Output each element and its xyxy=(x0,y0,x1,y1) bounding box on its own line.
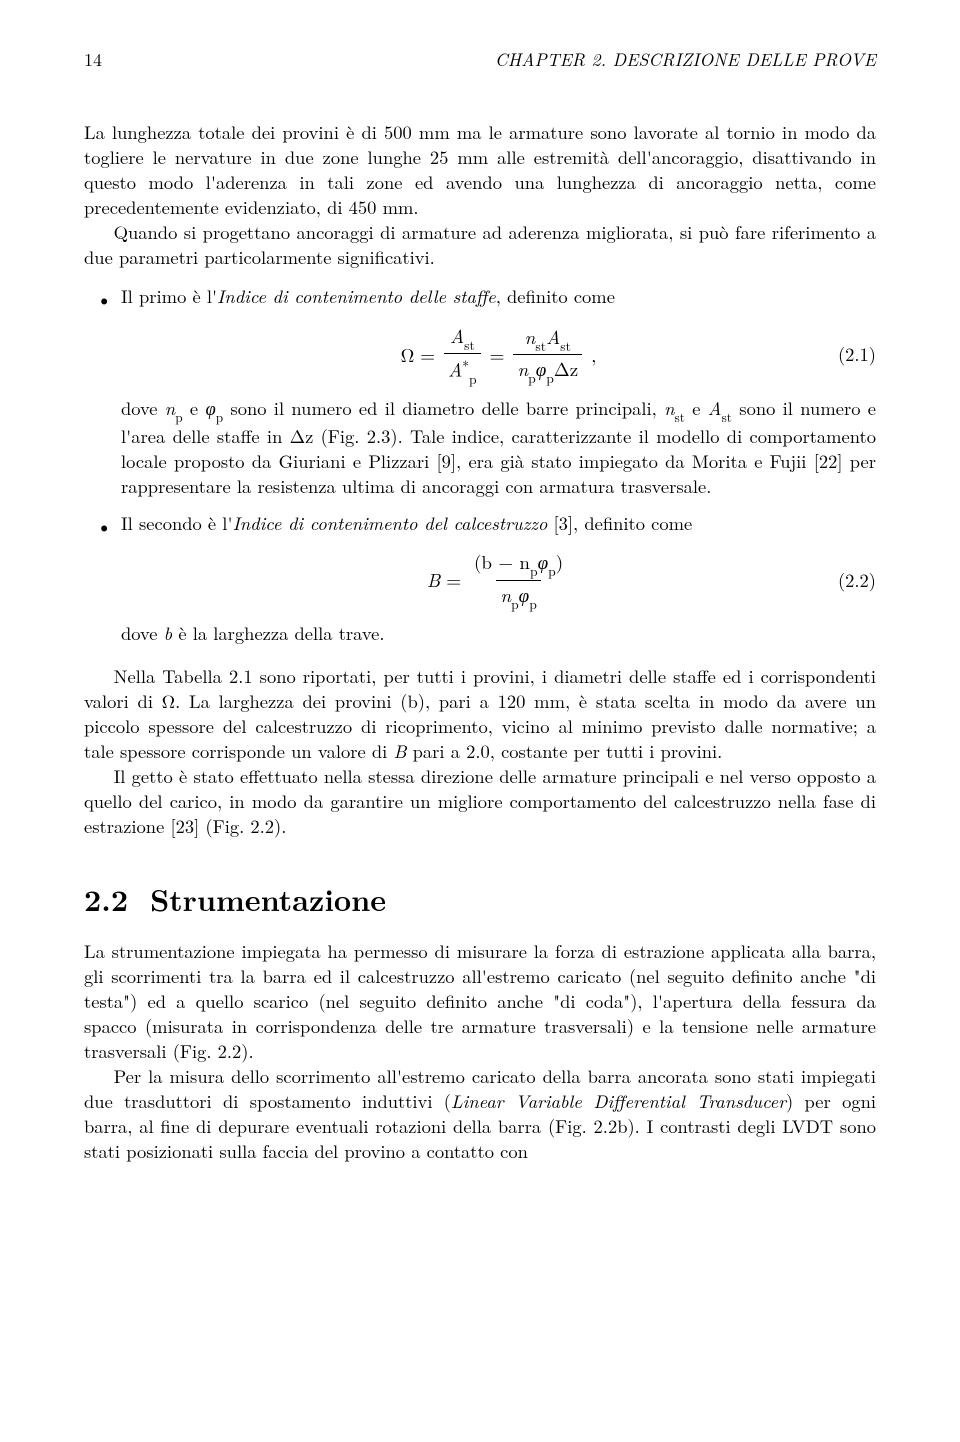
section-heading: 2.2 Strumentazione xyxy=(84,879,876,920)
paragraph-strum-1: La strumentazione impiegata ha permesso … xyxy=(84,939,876,1064)
eq2-den-a: n xyxy=(500,581,511,608)
pt-bvar: B xyxy=(393,738,406,764)
eq2-num-s1: p xyxy=(530,561,538,580)
eq1-f2-den-b: φ xyxy=(536,355,547,382)
b2a-bvar: b xyxy=(164,620,173,646)
b1a-a: dove xyxy=(121,395,165,421)
running-head: CHAPTER 2. DESCRIZIONE DELLE PROVE xyxy=(495,48,876,72)
equation-2-1: Ω = Ast A∗p = nstAst npφpΔz , (2.1) xyxy=(121,323,876,386)
eq2-number: (2.2) xyxy=(838,568,876,593)
b1a-ast: A xyxy=(708,395,722,421)
eq2-num-b: φ xyxy=(538,548,549,575)
b1a-c: sono il numero ed il diametro delle barr… xyxy=(223,395,664,421)
eq1-f2-den-a: n xyxy=(517,355,528,382)
b1a-np: n xyxy=(165,395,175,421)
eq2-num-a: (b − n xyxy=(474,548,530,575)
eq2-frac: (b − npφp) npφp xyxy=(470,549,567,611)
b1a-b: e xyxy=(183,395,206,421)
b2-lead-a: Il secondo è l' xyxy=(121,510,233,536)
eq1-f2-num-a: n xyxy=(525,323,536,350)
equation-2-2: B = (b − npφp) npφp (2.2) xyxy=(121,549,876,611)
eq2-num-c: ) xyxy=(556,548,563,575)
eq1-f2-num-s1: st xyxy=(535,336,546,355)
page-header: 14 CHAPTER 2. DESCRIZIONE DELLE PROVE xyxy=(84,48,876,72)
b1a-d: e xyxy=(685,395,708,421)
ps2-ital: Linear Variable Differential Transducer xyxy=(451,1088,786,1114)
paragraph-getto: Il getto è stato effettuato nella stessa… xyxy=(84,764,876,839)
bullet1-after: dove np e φp sono il numero ed il diamet… xyxy=(121,396,876,499)
paragraph-intro-2: Quando si progettano ancoraggi di armatu… xyxy=(84,220,876,270)
pt-b: pari a 2.0, costante per tutti i provini… xyxy=(406,738,722,764)
bullet-item-2: Il secondo è l'Indice di contenimento de… xyxy=(84,511,876,646)
eq2-den-b: φ xyxy=(519,581,530,608)
bullet1-lead-a: Il primo è l' xyxy=(121,283,217,309)
eq1-f2-num-b: A xyxy=(546,323,560,350)
b2-lead-ital: Indice di contenimento del calcestruzzo xyxy=(233,510,548,536)
page: 14 CHAPTER 2. DESCRIZIONE DELLE PROVE La… xyxy=(0,0,960,1224)
paragraph-strum-2: Per la misura dello scorrimento all'estr… xyxy=(84,1064,876,1164)
b1a-asts: st xyxy=(722,407,732,426)
b1a-phi: φ xyxy=(205,395,215,421)
eq1-frac1: Ast A∗p xyxy=(444,323,481,386)
eq1-f1-den-a: A xyxy=(448,356,462,383)
b2a-a: dove xyxy=(121,620,164,646)
b1a-nst: n xyxy=(664,395,674,421)
page-number: 14 xyxy=(84,48,102,72)
eq2-num-s2: p xyxy=(548,561,556,580)
eq2-lhs: B xyxy=(427,567,440,593)
bullet1-lead-ital: Indice di contenimento delle staffe xyxy=(217,283,496,309)
eq1-lhs: Ω xyxy=(401,342,415,368)
b1a-phis: p xyxy=(216,407,223,426)
bullet1-lead-b: , definito come xyxy=(496,283,615,309)
bullet-list: Il primo è l'Indice di contenimento dell… xyxy=(84,284,876,646)
b2-lead-b: [3], definito come xyxy=(547,510,692,536)
eq2-den-s1: p xyxy=(511,594,519,613)
eq2-den-s2: p xyxy=(529,594,537,613)
section-number: 2.2 xyxy=(84,877,128,920)
bullet-item-1: Il primo è l'Indice di contenimento dell… xyxy=(84,284,876,498)
eq1-number: (2.1) xyxy=(838,342,876,367)
b1a-nsts: st xyxy=(675,407,685,426)
section-title: Strumentazione xyxy=(150,877,386,920)
eq1-f1-num-a: A xyxy=(450,322,464,349)
eq1-f2-den-s2: p xyxy=(546,368,554,387)
b2a-b: è la larghezza della trave. xyxy=(172,620,384,646)
eq1-f2-num-s2: st xyxy=(560,336,571,355)
eq1-f2-den-c: Δz xyxy=(554,355,578,382)
bullet2-after: dove b è la larghezza della trave. xyxy=(121,621,876,646)
eq1-f1-den-sub: p xyxy=(469,369,477,388)
eq1-f2-den-s1: p xyxy=(528,368,536,387)
paragraph-table: Nella Tabella 2.1 sono riportati, per tu… xyxy=(84,664,876,764)
b1a-nps: p xyxy=(175,407,182,426)
eq1-frac2: nstAst npφpΔz xyxy=(513,324,582,386)
paragraph-intro-1: La lunghezza totale dei provini è di 500… xyxy=(84,120,876,220)
